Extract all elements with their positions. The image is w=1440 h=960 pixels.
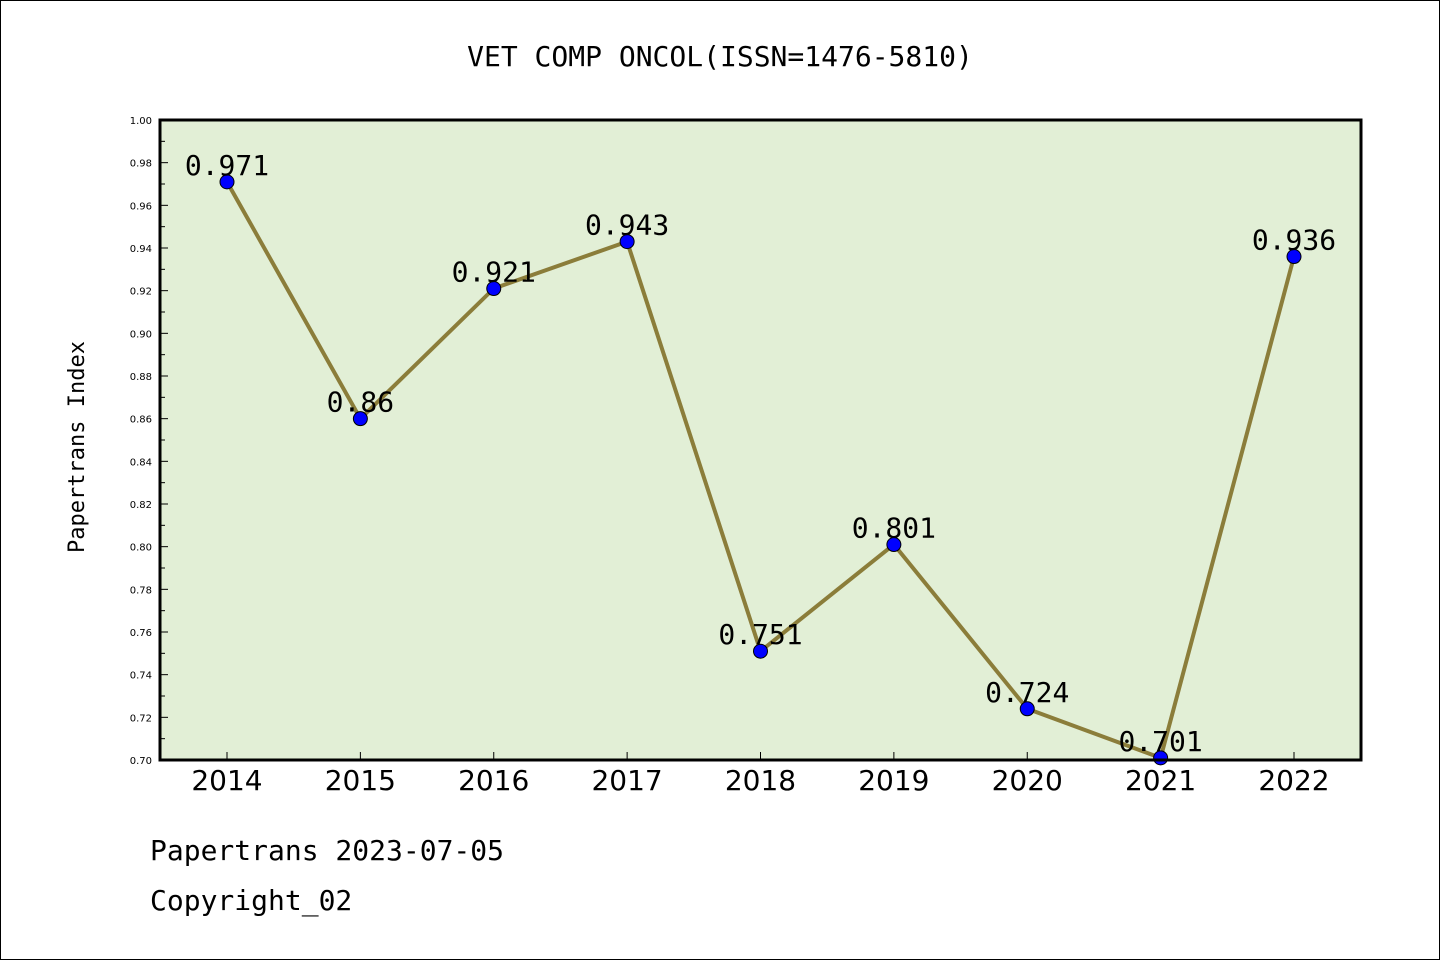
- data-point-label: 0.921: [452, 256, 536, 289]
- data-point-label: 0.751: [718, 618, 802, 651]
- x-axis-ticks: 2014 2015 2016 2017 2018 2019 2020 2021 2022: [191, 752, 1330, 797]
- y-tick-label: 0.88: [130, 372, 152, 383]
- data-point-label: 0.943: [585, 209, 669, 242]
- plot-area: [160, 120, 1361, 760]
- data-markers: [219, 174, 1302, 766]
- data-point-marker: [219, 174, 235, 190]
- y-axis-label: Papertrans Index: [65, 341, 90, 553]
- y-axis-ticks: 0.70 0.72 0.74 0.76 0.78 0.80 0.82 0.84 0.86 0.88…: [130, 116, 168, 767]
- y-tick-label: 0.80: [130, 543, 152, 554]
- data-point-marker: [619, 234, 635, 250]
- y-tick-label: 0.86: [130, 415, 152, 426]
- footer-date-line: Papertrans 2023-07-05: [150, 834, 505, 867]
- x-tick-label: 2021: [1125, 764, 1196, 797]
- data-point-label: 0.86: [327, 386, 394, 419]
- x-tick-label: 2019: [858, 764, 929, 797]
- y-tick-label: 0.74: [130, 671, 152, 682]
- data-point-label: 0.724: [985, 676, 1069, 709]
- data-point-label: 0.936: [1252, 224, 1336, 257]
- data-point-marker: [486, 281, 502, 297]
- x-tick-label: 2020: [992, 764, 1063, 797]
- data-point-marker: [1019, 701, 1035, 717]
- y-tick-label: 0.96: [130, 201, 152, 212]
- y-tick-label: 0.78: [130, 585, 152, 596]
- y-tick-label: 0.70: [130, 756, 152, 767]
- y-tick-label: 0.72: [130, 713, 152, 724]
- y-tick-label: 0.98: [130, 159, 152, 170]
- x-tick-label: 2022: [1258, 764, 1329, 797]
- y-tick-label: 0.90: [130, 329, 152, 340]
- x-tick-label: 2015: [325, 764, 396, 797]
- plot-border: [158, 118, 1363, 762]
- y-tick-label: 0.82: [130, 500, 152, 511]
- data-point-label: 0.971: [185, 149, 269, 182]
- data-point-marker: [1286, 249, 1302, 265]
- data-point-label: 0.701: [1118, 725, 1202, 758]
- x-tick-label: 2016: [458, 764, 529, 797]
- y-tick-label: 0.84: [130, 457, 152, 468]
- data-point-marker: [886, 537, 902, 553]
- data-labels: 0.971 0.86 0.921 0.943 0.751 0.801 0.724 0.701 0…: [185, 149, 1336, 758]
- data-point-label: 0.801: [852, 512, 936, 545]
- data-point-marker: [352, 411, 368, 427]
- y-tick-label: 0.76: [130, 628, 152, 639]
- data-point-marker: [753, 643, 768, 659]
- y-tick-label: 0.94: [130, 244, 152, 255]
- x-tick-label: 2017: [591, 764, 662, 797]
- y-tick-label: 1.00: [130, 116, 152, 127]
- footer-copyright-line: Copyright_02: [150, 884, 353, 917]
- chart-title: VET COMP ONCOL(ISSN=1476-5810): [467, 40, 973, 73]
- x-tick-label: 2014: [191, 764, 262, 797]
- x-tick-label: 2018: [725, 764, 796, 797]
- y-tick-label: 0.92: [130, 287, 152, 298]
